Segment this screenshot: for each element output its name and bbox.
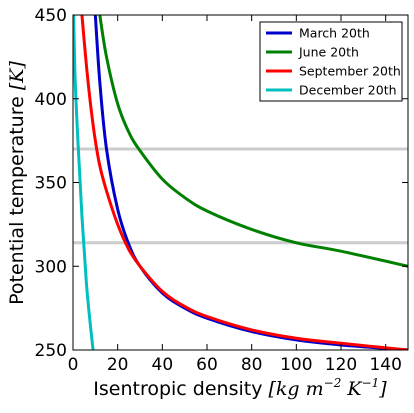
y-tick-label-3: 400 bbox=[35, 90, 67, 110]
x-tick-label-4: 80 bbox=[241, 355, 263, 375]
series-lines bbox=[73, 15, 408, 350]
x-tick-label-1: 20 bbox=[107, 355, 129, 375]
y-axis-label: Potential temperature [K] bbox=[6, 61, 28, 305]
x-tick-label-2: 40 bbox=[152, 355, 174, 375]
y-ticks: 250 300 350 400 450 bbox=[35, 6, 408, 361]
legend-box bbox=[259, 21, 403, 102]
y-tick-label-0: 250 bbox=[35, 341, 67, 361]
series-line-2 bbox=[80, 15, 408, 350]
x-axis-label: Isentropic density [kg m−2 K−1] bbox=[93, 376, 387, 400]
series-line-3 bbox=[73, 15, 95, 350]
legend-label-0: March 20th bbox=[299, 26, 370, 41]
legend-label-2: September 20th bbox=[299, 64, 401, 79]
x-ticks: 0 20 40 60 80 100 120 140 bbox=[68, 15, 402, 375]
x-tick-label-5: 100 bbox=[280, 355, 312, 375]
y-tick-label-1: 300 bbox=[35, 257, 67, 277]
y-tick-label-2: 350 bbox=[35, 174, 67, 194]
legend-label-1: June 20th bbox=[298, 45, 359, 60]
x-tick-label-3: 60 bbox=[196, 355, 218, 375]
legend: March 20th June 20th September 20th Decembe… bbox=[259, 21, 403, 102]
series-line-1 bbox=[98, 15, 408, 268]
x-tick-label-6: 120 bbox=[325, 355, 357, 375]
x-tick-label-7: 140 bbox=[369, 355, 401, 375]
legend-label-3: December 20th bbox=[299, 83, 397, 98]
y-tick-label-4: 450 bbox=[35, 6, 67, 26]
x-tick-label-0: 0 bbox=[68, 355, 79, 375]
